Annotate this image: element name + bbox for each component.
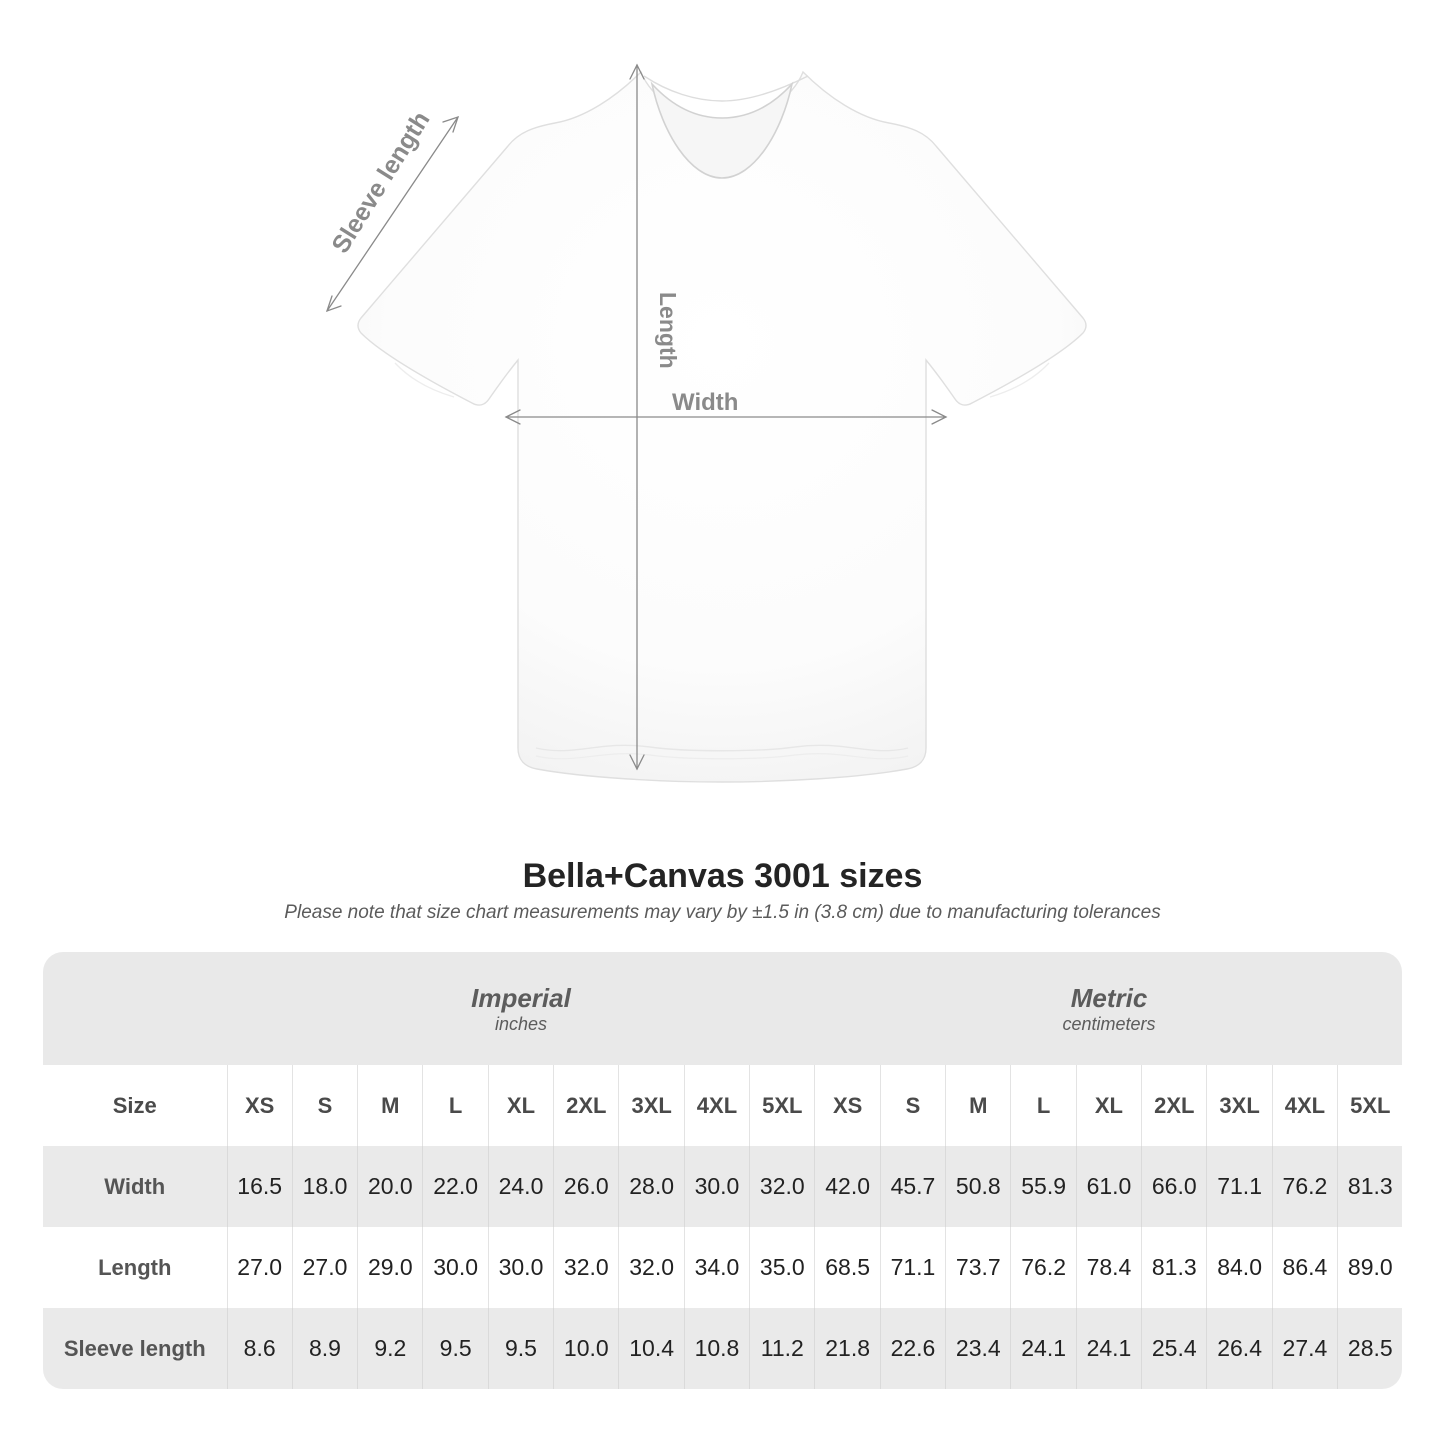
svg-text:Length: Length xyxy=(655,292,681,369)
svg-text:Sleeve length: Sleeve length xyxy=(326,107,435,259)
svg-text:Width: Width xyxy=(672,389,738,416)
